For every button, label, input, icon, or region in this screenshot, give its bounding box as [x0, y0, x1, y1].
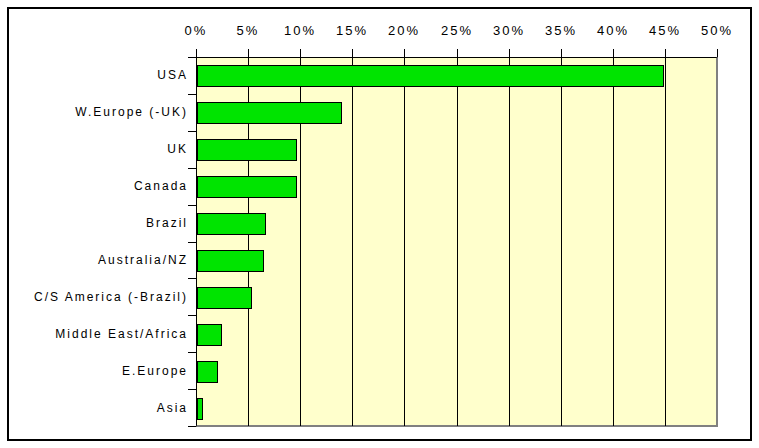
gridline-30 [509, 57, 510, 426]
x-axis-tick [196, 49, 197, 57]
gridline-25 [457, 57, 458, 426]
x-axis-tick [509, 49, 510, 57]
bar-canada [197, 176, 297, 198]
y-axis-tick [188, 352, 196, 353]
y-axis-tick [188, 94, 196, 95]
chart-image: 0%5%10%15%20%25%30%35%40%45%50%USAW.Euro… [0, 0, 759, 448]
category-label: E.Europe [10, 363, 188, 379]
y-axis-tick [188, 131, 196, 132]
y-axis-tick [188, 389, 196, 390]
x-tick-label: 50% [682, 23, 752, 38]
x-axis-tick [665, 49, 666, 57]
x-axis-tick [404, 49, 405, 57]
bar-asia [197, 398, 203, 420]
y-axis-tick [188, 315, 196, 316]
category-label: Asia [10, 400, 188, 416]
bar-middle-east-africa [197, 324, 222, 346]
x-axis-tick [300, 49, 301, 57]
x-axis-tick [248, 49, 249, 57]
bar-w-europe-uk [197, 102, 342, 124]
y-axis-tick [188, 278, 196, 279]
y-axis-tick [188, 426, 196, 427]
y-axis-tick [188, 242, 196, 243]
x-axis-tick [352, 49, 353, 57]
x-axis-tick [457, 49, 458, 57]
x-axis-tick [613, 49, 614, 57]
bar-usa [197, 65, 664, 87]
gridline-35 [561, 57, 562, 426]
category-label: W.Europe (-UK) [10, 104, 188, 120]
category-label: USA [10, 67, 188, 83]
gridline-20 [404, 57, 405, 426]
bar-c-s-america-brazil [197, 287, 252, 309]
category-label: Middle East/Africa [10, 326, 188, 342]
bar-uk [197, 139, 297, 161]
category-label: Australia/NZ [10, 252, 188, 268]
gridline-40 [613, 57, 614, 426]
y-axis-tick [188, 205, 196, 206]
gridline-45 [665, 57, 666, 426]
x-axis-tick [561, 49, 562, 57]
bar-australia-nz [197, 250, 264, 272]
bar-brazil [197, 213, 266, 235]
bar-e-europe [197, 361, 218, 383]
y-axis-tick [188, 168, 196, 169]
category-label: Brazil [10, 215, 188, 231]
gridline-15 [352, 57, 353, 426]
category-label: C/S America (-Brazil) [10, 289, 188, 305]
y-axis-tick [188, 57, 196, 58]
category-label: UK [10, 141, 188, 157]
x-axis-tick [717, 49, 718, 57]
category-label: Canada [10, 178, 188, 194]
